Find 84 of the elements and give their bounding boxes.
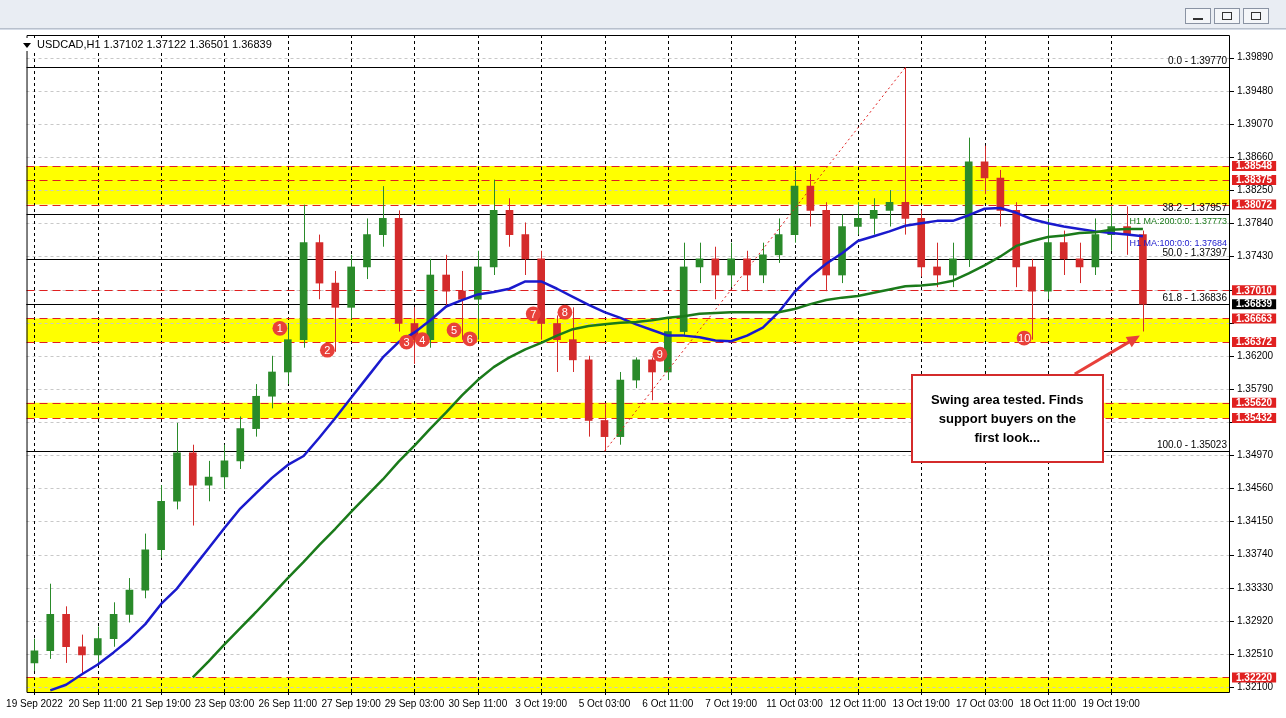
candlestick <box>93 626 102 664</box>
y-tick-label: 1.35790 <box>1237 382 1274 394</box>
x-tick-label: 7 Oct 19:00 <box>705 697 758 709</box>
candlestick <box>854 201 862 236</box>
ref-line-label: 1.36663 <box>1236 312 1273 324</box>
ref-line-label: 1.35432 <box>1236 412 1273 424</box>
ref-line-label: 1.38375 <box>1236 174 1273 186</box>
candlestick <box>347 254 355 320</box>
y-tick-label: 1.32920 <box>1237 614 1274 626</box>
candlestick <box>1059 230 1068 276</box>
candlestick <box>252 383 260 438</box>
y-tick-label: 1.36200 <box>1237 349 1274 361</box>
x-tick-label: 3 Oct 19:00 <box>515 697 568 709</box>
candlestick <box>46 583 55 660</box>
candlestick <box>774 217 783 264</box>
x-tick-label: 17 Oct 03:00 <box>955 697 1014 709</box>
y-tick-label: 1.32100 <box>1237 680 1274 692</box>
y-tick-label: 1.37840 <box>1237 217 1274 229</box>
chart-title: USDCAD,H1 1.37102 1.37122 1.36501 1.36839 <box>37 38 272 50</box>
series-label: H1 MA:200:0:0: 1.37773 <box>1129 215 1227 226</box>
candlestick <box>283 323 292 385</box>
ref-line-label: 1.36372 <box>1236 336 1273 348</box>
annotation: 5 <box>451 323 458 336</box>
y-tick-label: 1.39480 <box>1237 84 1274 96</box>
x-tick-label: 29 Sep 03:00 <box>384 697 445 709</box>
y-tick-label: 1.39890 <box>1237 51 1274 63</box>
x-tick-label: 30 Sep 11:00 <box>448 697 508 709</box>
candlestick <box>62 605 70 664</box>
x-tick-label: 27 Sep 19:00 <box>321 697 382 709</box>
ref-line-label: 1.32220 <box>1236 671 1273 683</box>
y-tick-label: 1.34560 <box>1237 482 1274 494</box>
y-tick-label: 1.34970 <box>1237 448 1274 460</box>
y-tick-label: 1.32510 <box>1237 647 1274 659</box>
candlestick <box>268 355 276 409</box>
y-tick-label: 1.38250 <box>1237 183 1274 195</box>
annotation: 38.2 - 1.37957 <box>1162 201 1228 213</box>
y-tick-label: 1.39070 <box>1237 117 1274 129</box>
x-tick-label: 13 Oct 19:00 <box>892 697 951 709</box>
candlestick <box>173 422 181 510</box>
annotation: 7 <box>530 307 537 320</box>
annotation: 0.0 - 1.39770 <box>1168 55 1228 67</box>
x-tick-label: 12 Oct 11:00 <box>829 697 887 709</box>
annotation: 3 <box>403 336 410 349</box>
annotation: 6 <box>466 332 473 345</box>
candlestick <box>378 185 387 248</box>
candlestick <box>236 415 245 470</box>
candlestick <box>1044 217 1052 300</box>
y-tick-label: 1.33740 <box>1237 548 1274 560</box>
ref-line-label: 1.38072 <box>1236 198 1273 210</box>
annotation: 100.0 - 1.35023 <box>1156 438 1228 450</box>
candlestick <box>869 197 878 236</box>
annotation: 1 <box>276 322 283 335</box>
x-tick-label: 6 Oct 11:00 <box>642 697 694 709</box>
candlestick <box>157 484 165 559</box>
annotation: 8 <box>561 306 568 319</box>
x-tick-label: 21 Sep 19:00 <box>131 697 192 709</box>
ref-line-label: 1.37010 <box>1236 284 1273 296</box>
y-tick-label: 1.34150 <box>1237 515 1274 527</box>
y-tick-label: 1.37430 <box>1237 250 1274 262</box>
x-tick-label: 19 Sep 2022 <box>6 697 64 709</box>
y-tick-label: 1.38660 <box>1237 150 1274 162</box>
x-tick-label: 11 Oct 03:00 <box>766 697 824 709</box>
annotation: 4 <box>419 333 426 346</box>
x-tick-label: 20 Sep 11:00 <box>68 697 128 709</box>
ref-line-label: 1.38548 <box>1236 160 1273 172</box>
annotation: 10 <box>1018 332 1031 345</box>
candlestick <box>188 444 197 527</box>
candlestick <box>141 533 150 599</box>
ref-line-label: 1.36839 <box>1236 298 1273 310</box>
annotation: 61.8 - 1.36836 <box>1162 292 1228 304</box>
x-tick-label: 23 Sep 03:00 <box>194 697 255 709</box>
callout-box: Swing area tested. Finds support buyers on the first look... <box>911 374 1104 464</box>
ref-line-label: 1.35620 <box>1236 396 1273 408</box>
x-tick-label: 5 Oct 03:00 <box>578 697 631 709</box>
annotation: 2 <box>324 344 331 357</box>
annotation: Swing area tested. Finds support buyers on the first look... <box>930 391 1085 448</box>
x-tick-label: 26 Sep 11:00 <box>258 697 318 709</box>
y-tick-label: 1.33330 <box>1237 581 1274 593</box>
candlestick <box>759 242 767 284</box>
x-tick-label: 19 Oct 19:00 <box>1082 697 1141 709</box>
annotation: 9 <box>656 348 663 361</box>
x-tick-label: 18 Oct 11:00 <box>1019 697 1077 709</box>
annotation: 50.0 - 1.37397 <box>1162 246 1228 258</box>
candlestick <box>363 217 371 280</box>
